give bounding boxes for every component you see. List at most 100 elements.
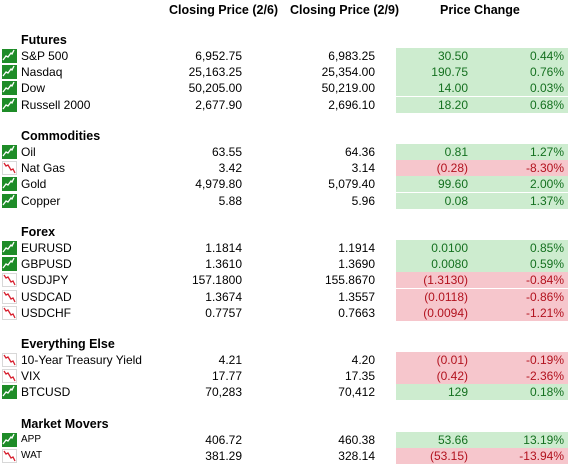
close-2-6: 6,952.75 — [195, 49, 242, 63]
section-title: Commodities — [0, 128, 570, 144]
price-change-cell: (1.3130) -0.84% — [396, 272, 568, 288]
close-2-9: 2,696.10 — [328, 98, 375, 112]
table-row: USDCHF 0.7757 0.7663 (0.0094) -1.21% — [0, 305, 570, 321]
price-change-percent: -8.30% — [525, 161, 564, 175]
trend-up-icon — [2, 241, 17, 255]
table-row: Nasdaq 25,163.25 25,354.00 190.75 0.76% — [0, 64, 570, 80]
price-change-percent: 2.00% — [529, 177, 564, 191]
trend-down-icon — [2, 273, 17, 287]
price-change-cell: (0.42) -2.36% — [396, 368, 568, 384]
section-title: Forex — [0, 224, 570, 240]
price-change-cell: 0.0100 0.85% — [396, 240, 568, 256]
close-2-9: 25,354.00 — [321, 65, 375, 79]
instrument-name: Nasdaq — [21, 65, 63, 79]
section-title-text: Everything Else — [21, 337, 115, 351]
close-2-9: 460.38 — [338, 433, 375, 447]
price-change-value: 99.60 — [437, 177, 468, 191]
close-2-6: 50,205.00 — [188, 81, 242, 95]
close-2-6: 157.1800 — [191, 273, 242, 287]
price-change-value: 0.0100 — [431, 241, 468, 255]
close-2-6: 406.72 — [205, 433, 242, 447]
instrument-name: VIX — [21, 369, 41, 383]
price-change-value: 0.08 — [444, 194, 468, 208]
table-row: Russell 2000 2,677.90 2,696.10 18.20 0.68% — [0, 97, 570, 113]
trend-up-icon — [2, 177, 17, 191]
section-title-text: Futures — [21, 33, 67, 47]
table-row: WAT 381.29 328.14 (53.15) -13.94% — [0, 448, 570, 464]
close-2-6: 63.55 — [211, 145, 242, 159]
price-change-value: (0.0094) — [423, 306, 468, 320]
close-2-6: 1.3610 — [205, 257, 242, 271]
instrument-name: APP — [21, 434, 42, 445]
price-change-cell: 14.00 0.03% — [396, 80, 568, 96]
trend-up-icon — [2, 257, 17, 271]
close-2-6: 4.21 — [218, 353, 242, 367]
close-2-9: 328.14 — [338, 449, 375, 463]
table-row: USDJPY 157.1800 155.8670 (1.3130) -0.84% — [0, 272, 570, 288]
trend-down-icon — [2, 306, 17, 320]
table-row: BTCUSD 70,283 70,412 129 0.18% — [0, 384, 570, 400]
price-change-value: 18.20 — [437, 98, 468, 112]
price-change-cell: 30.50 0.44% — [396, 48, 568, 64]
trend-down-icon — [2, 353, 17, 367]
close-2-9: 50,219.00 — [321, 81, 375, 95]
price-change-cell: 0.0080 0.59% — [396, 256, 568, 272]
trend-up-icon — [2, 98, 17, 112]
instrument-name: Russell 2000 — [21, 98, 91, 112]
trend-down-icon — [2, 290, 17, 304]
trend-up-icon — [2, 81, 17, 95]
close-2-6: 2,677.90 — [195, 98, 242, 112]
instrument-name: Copper — [21, 194, 61, 208]
section-title: Market Movers — [0, 416, 570, 432]
table-row: Dow 50,205.00 50,219.00 14.00 0.03% — [0, 80, 570, 96]
price-change-value: (0.01) — [436, 353, 468, 367]
instrument-name: GBPUSD — [21, 257, 72, 271]
instrument-name: 10-Year Treasury Yield — [21, 353, 142, 367]
close-2-9: 155.8670 — [324, 273, 375, 287]
price-change-percent: -0.86% — [525, 290, 564, 304]
trend-up-icon — [2, 145, 17, 159]
close-2-6: 25,163.25 — [188, 65, 242, 79]
close-2-9: 0.7663 — [338, 306, 375, 320]
table-row: Gold 4,979.80 5,079.40 99.60 2.00% — [0, 176, 570, 192]
table-row: GBPUSD 1.3610 1.3690 0.0080 0.59% — [0, 256, 570, 272]
instrument-name: Dow — [21, 81, 46, 95]
price-change-cell: 190.75 0.76% — [396, 64, 568, 80]
price-change-cell: 129 0.18% — [396, 384, 568, 400]
instrument-name: USDJPY — [21, 273, 69, 287]
price-change-cell: 99.60 2.00% — [396, 176, 568, 192]
close-2-6: 381.29 — [205, 449, 242, 463]
price-change-value: 190.75 — [431, 65, 468, 79]
table-row: 10-Year Treasury Yield 4.21 4.20 (0.01) -0.1… — [0, 352, 570, 368]
close-2-9: 4.20 — [351, 353, 375, 367]
trend-down-icon — [2, 369, 17, 383]
section-title-text: Commodities — [21, 129, 101, 143]
close-2-9: 17.35 — [344, 369, 375, 383]
price-change-cell: 0.81 1.27% — [396, 144, 568, 160]
instrument-name: S&P 500 — [21, 49, 69, 63]
instrument-name: WAT — [21, 450, 43, 461]
price-change-cell: (53.15) -13.94% — [396, 448, 568, 464]
price-change-percent: -0.84% — [525, 273, 564, 287]
price-change-percent: 0.44% — [529, 49, 564, 63]
price-change-value: (0.28) — [436, 161, 468, 175]
instrument-name: EURUSD — [21, 241, 72, 255]
table-row: Nat Gas 3.42 3.14 (0.28) -8.30% — [0, 160, 570, 176]
section-title: Everything Else — [0, 336, 570, 352]
price-change-percent: 0.18% — [529, 385, 564, 399]
close-2-6: 0.7757 — [205, 306, 242, 320]
price-change-value: 53.66 — [437, 433, 468, 447]
instrument-name: Oil — [21, 145, 36, 159]
header-close-2-9: Closing Price (2/9) — [290, 3, 400, 17]
instrument-name: BTCUSD — [21, 385, 71, 399]
price-change-percent: 0.85% — [529, 241, 564, 255]
price-change-percent: 0.03% — [529, 81, 564, 95]
table-row: Oil 63.55 64.36 0.81 1.27% — [0, 144, 570, 160]
price-change-value: (0.0118) — [424, 290, 468, 304]
price-change-value: 129 — [447, 385, 468, 399]
close-2-6: 3.42 — [218, 161, 242, 175]
close-2-9: 1.1914 — [338, 241, 375, 255]
price-change-percent: 1.27% — [529, 145, 564, 159]
price-change-value: 0.0080 — [431, 257, 468, 271]
price-change-cell: 0.08 1.37% — [396, 193, 568, 209]
